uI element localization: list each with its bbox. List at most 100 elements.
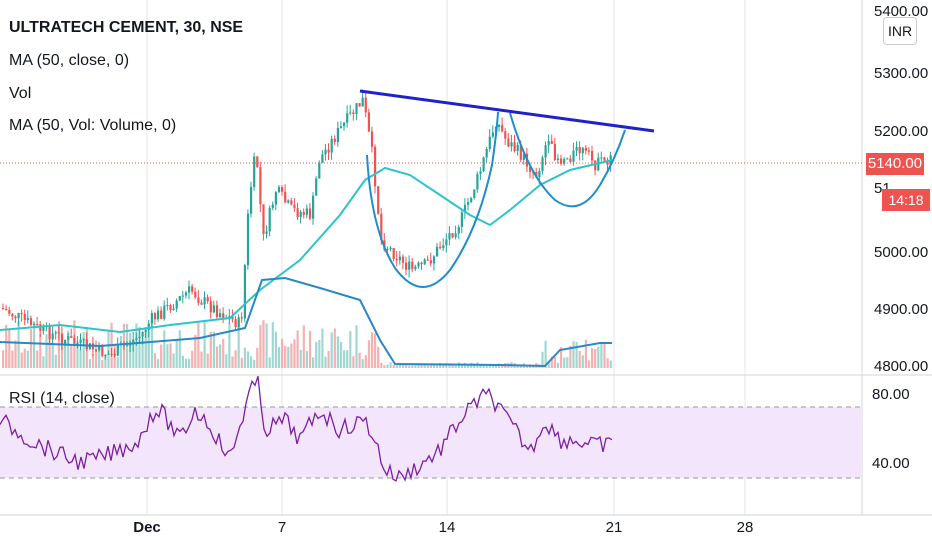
candle-body <box>33 324 36 326</box>
volume-bar <box>11 350 14 368</box>
candle-body <box>538 171 541 178</box>
volume-bar <box>243 347 246 368</box>
volume-bar <box>383 365 386 368</box>
candle-body <box>352 112 355 114</box>
candle-body <box>160 310 163 319</box>
candle-body <box>116 344 119 356</box>
date-tick: 7 <box>278 519 286 536</box>
volume-bar <box>104 355 107 368</box>
candle-body <box>367 112 370 132</box>
rsi-line <box>0 375 613 482</box>
trendline-resistance[interactable] <box>359 89 655 133</box>
candle-body <box>436 246 439 257</box>
candle-body <box>234 319 237 328</box>
volume-bar <box>482 365 485 368</box>
volume-bar <box>432 363 436 368</box>
candle-body <box>206 297 209 302</box>
volume-bar <box>206 353 209 368</box>
candle-body <box>358 103 361 107</box>
volume-bar <box>346 350 349 368</box>
candle-body <box>482 157 485 172</box>
volume-bar <box>343 350 346 368</box>
legend-ma[interactable]: MA (50, close, 0) <box>9 52 130 69</box>
candle-body <box>510 142 513 147</box>
candle-body <box>240 317 243 319</box>
volume-bar <box>426 363 429 368</box>
candle-body <box>566 158 569 160</box>
candle-body <box>584 147 587 151</box>
volume-bar <box>597 346 600 368</box>
price-tick: 5400.00 <box>874 3 928 20</box>
volume-bar <box>370 332 374 368</box>
candle-body <box>594 160 597 171</box>
volume-bar <box>405 363 408 368</box>
volume-bar <box>95 340 98 368</box>
candle-body <box>556 158 560 161</box>
volume-bar <box>411 365 414 368</box>
volume-bar <box>417 364 420 368</box>
last-price-badge: 5140.00 <box>866 153 924 175</box>
candle-body <box>144 330 147 332</box>
candle-body <box>501 124 504 132</box>
candle-body <box>315 178 318 196</box>
volume-bar <box>491 365 494 368</box>
candle-body <box>293 204 296 209</box>
volume-bar <box>358 352 361 368</box>
candle-body <box>336 127 339 143</box>
volume-bar <box>82 332 85 368</box>
volume-bar <box>327 350 330 368</box>
cup-curve-left[interactable] <box>366 111 499 288</box>
volume-bars <box>2 320 612 368</box>
candle-body <box>361 97 364 107</box>
volume-bar <box>312 357 315 368</box>
rsi-tick: 80.00 <box>872 386 910 403</box>
volume-bar <box>271 322 274 368</box>
candle-body <box>184 292 188 296</box>
candle-body <box>374 146 377 187</box>
volume-bar <box>274 331 277 368</box>
symbol-title[interactable]: ULTRATECH CEMENT, 30, NSE <box>9 19 244 36</box>
candle-body <box>271 204 274 208</box>
candle-body <box>578 146 581 154</box>
candles <box>2 89 612 360</box>
volume-bar <box>259 325 262 368</box>
volume-bar <box>101 359 104 368</box>
volume-bar <box>231 356 234 368</box>
volume-bar <box>566 357 569 368</box>
price-tick: 5300.00 <box>874 65 928 82</box>
candle-body <box>54 332 57 334</box>
volume-bar <box>541 351 544 368</box>
volume-bar <box>367 340 370 368</box>
legend-volume-ma[interactable]: MA (50, Vol: Volume, 0) <box>9 117 177 134</box>
price-tick: 5200.00 <box>874 123 928 140</box>
cup-curve-right[interactable] <box>509 112 626 208</box>
volume-bar <box>147 331 150 368</box>
volume-bar <box>181 355 184 368</box>
candle-body <box>308 208 312 219</box>
volume-bar <box>256 347 259 368</box>
volume-bar <box>281 338 284 368</box>
legend-rsi[interactable]: RSI (14, close) <box>9 390 115 407</box>
currency-button[interactable]: INR <box>883 17 917 45</box>
candle-body <box>250 186 253 214</box>
volume-bar <box>392 364 395 368</box>
volume-bar <box>284 345 287 368</box>
volume-bar <box>398 362 401 368</box>
volume-bar <box>219 344 222 368</box>
candle-body <box>392 247 395 259</box>
volume-bar <box>20 352 23 368</box>
moving-average-line <box>0 159 613 334</box>
candle-body <box>529 166 532 172</box>
price-tick: 5000.00 <box>874 244 928 261</box>
legend-volume[interactable]: Vol <box>9 85 32 102</box>
volume-bar <box>234 350 237 368</box>
candle-body <box>606 160 609 165</box>
candle-body <box>476 173 479 190</box>
candle-body <box>150 313 153 324</box>
candle-body <box>330 138 333 153</box>
date-tick: Dec <box>133 519 161 536</box>
candle-body <box>268 207 271 232</box>
volume-bar <box>42 356 45 368</box>
volume-bar <box>194 334 197 368</box>
